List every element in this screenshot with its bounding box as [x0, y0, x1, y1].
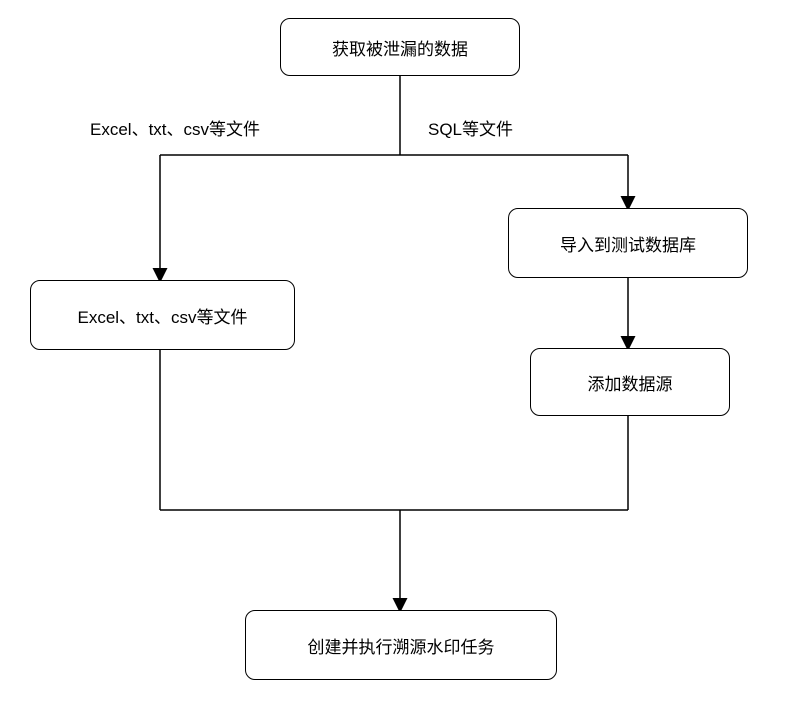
- flowchart-node-n2: Excel、txt、csv等文件: [30, 280, 295, 350]
- flowchart-node-n1: 获取被泄漏的数据: [280, 18, 520, 76]
- flowchart-node-n5: 创建并执行溯源水印任务: [245, 610, 557, 680]
- flowchart-node-n4: 添加数据源: [530, 348, 730, 416]
- edge-label-l2: SQL等文件: [428, 115, 513, 140]
- flowchart-node-n3: 导入到测试数据库: [508, 208, 748, 278]
- edge-label-l1: Excel、txt、csv等文件: [90, 115, 260, 140]
